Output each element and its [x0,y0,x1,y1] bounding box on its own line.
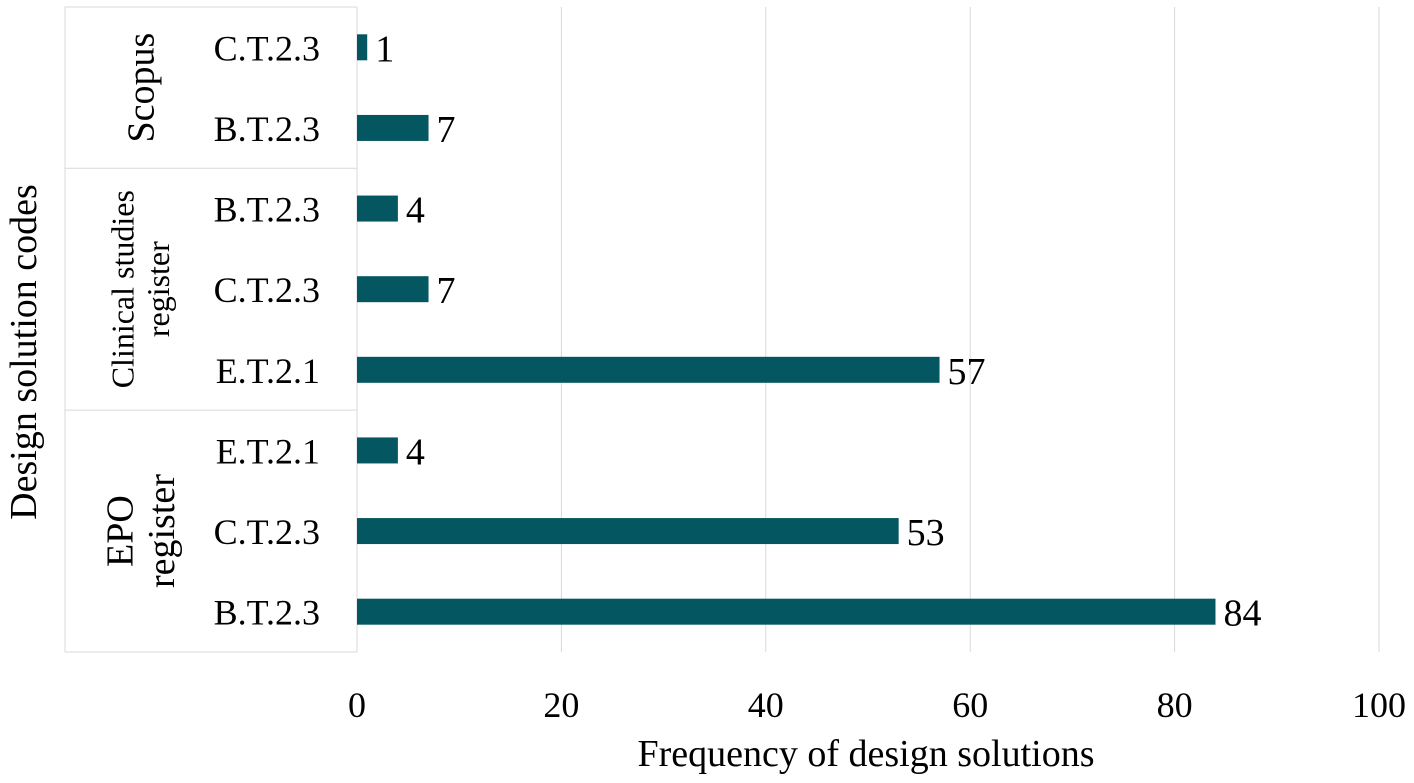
bar [357,34,368,61]
category-axis-frame [64,6,358,653]
category-label: B.T.2.3 [214,593,320,633]
category-label: B.T.2.3 [214,190,320,230]
bar [357,437,398,464]
data-label: 84 [1223,593,1261,635]
x-tick-label: 40 [748,685,784,725]
data-label: 57 [948,351,986,393]
gridlines [560,7,1380,652]
x-axis-title: Frequency of design solutions [637,733,1094,775]
data-label: 53 [907,512,945,554]
group-label: Scopus [120,33,162,143]
data-label: 1 [375,28,394,70]
x-tick-labels: 0 20 40 60 80 100 [348,685,1406,725]
category-labels: C.T.2.3 B.T.2.3 B.T.2.3 C.T.2.3 E.T.2.1 E.T.2… [99,28,320,632]
data-label: 4 [406,431,425,473]
bar [357,356,940,383]
data-label: 7 [437,270,456,312]
category-label: E.T.2.1 [216,431,320,471]
group-label: EPOregister [99,474,183,588]
x-tick-label: 60 [952,685,988,725]
group-label: Clinical studiesregister [105,190,176,388]
bar [357,598,1216,625]
x-tick-label: 0 [348,685,366,725]
category-label: E.T.2.1 [216,351,320,391]
y-axis-title: Design solution codes [3,184,45,520]
data-label: 4 [406,190,425,232]
data-label: 7 [437,109,456,151]
bar [357,518,899,545]
bar [357,114,429,141]
category-label: C.T.2.3 [214,512,320,552]
bar [357,276,429,303]
category-label: C.T.2.3 [214,28,320,68]
category-label: B.T.2.3 [214,109,320,149]
x-tick-label: 80 [1157,685,1193,725]
bar [357,195,398,222]
x-tick-label: 100 [1352,685,1406,725]
category-label: C.T.2.3 [214,270,320,310]
x-tick-label: 20 [543,685,579,725]
